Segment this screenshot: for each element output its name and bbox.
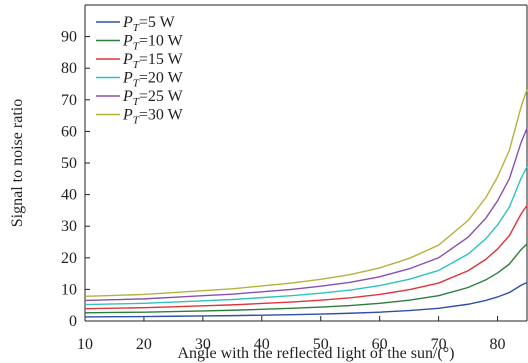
series-line-5 — [84, 127, 528, 302]
y-tick-label: 10 — [61, 281, 77, 298]
x-tick-label: 30 — [195, 336, 211, 353]
y-tick-label: 70 — [61, 92, 77, 109]
legend-label-1: PT=5 W — [122, 14, 176, 34]
legend-label-3: PT=15 W — [122, 51, 184, 71]
legend-label-2: PT=10 W — [122, 33, 184, 53]
series-line-3 — [84, 204, 528, 310]
y-tick-label: 30 — [61, 218, 77, 235]
y-axis-label: Signal to noise ratio — [9, 99, 26, 227]
series-line-4 — [84, 166, 528, 306]
y-tick-label: 90 — [61, 29, 77, 46]
series-lines — [84, 89, 528, 318]
x-tick-label: 60 — [372, 336, 388, 353]
legend-label-5: PT=25 W — [122, 88, 184, 108]
y-tick-label: 0 — [69, 313, 77, 330]
x-tick-label: 20 — [136, 336, 152, 353]
y-tick-label: 40 — [61, 187, 77, 204]
legend-label-4: PT=20 W — [122, 70, 184, 90]
legend: PT=5 WPT=10 WPT=15 WPT=20 WPT=25 WPT=30 … — [96, 14, 184, 127]
legend-label-6: PT=30 W — [122, 107, 184, 127]
y-tick-label: 20 — [61, 250, 77, 267]
series-line-1 — [84, 281, 528, 318]
x-tick-label: 70 — [431, 336, 447, 353]
y-tick-label: 60 — [61, 123, 77, 140]
x-axis-label: Angle with the reflected light of the su… — [178, 345, 455, 362]
series-line-2 — [84, 243, 528, 314]
x-tick-label: 80 — [490, 336, 506, 353]
series-line-6 — [84, 89, 528, 298]
x-tick-label: 50 — [313, 336, 329, 353]
y-tick-label: 50 — [61, 155, 77, 172]
x-tick-label: 10 — [77, 336, 93, 353]
x-tick-label: 40 — [254, 336, 270, 353]
y-tick-label: 80 — [61, 60, 77, 77]
